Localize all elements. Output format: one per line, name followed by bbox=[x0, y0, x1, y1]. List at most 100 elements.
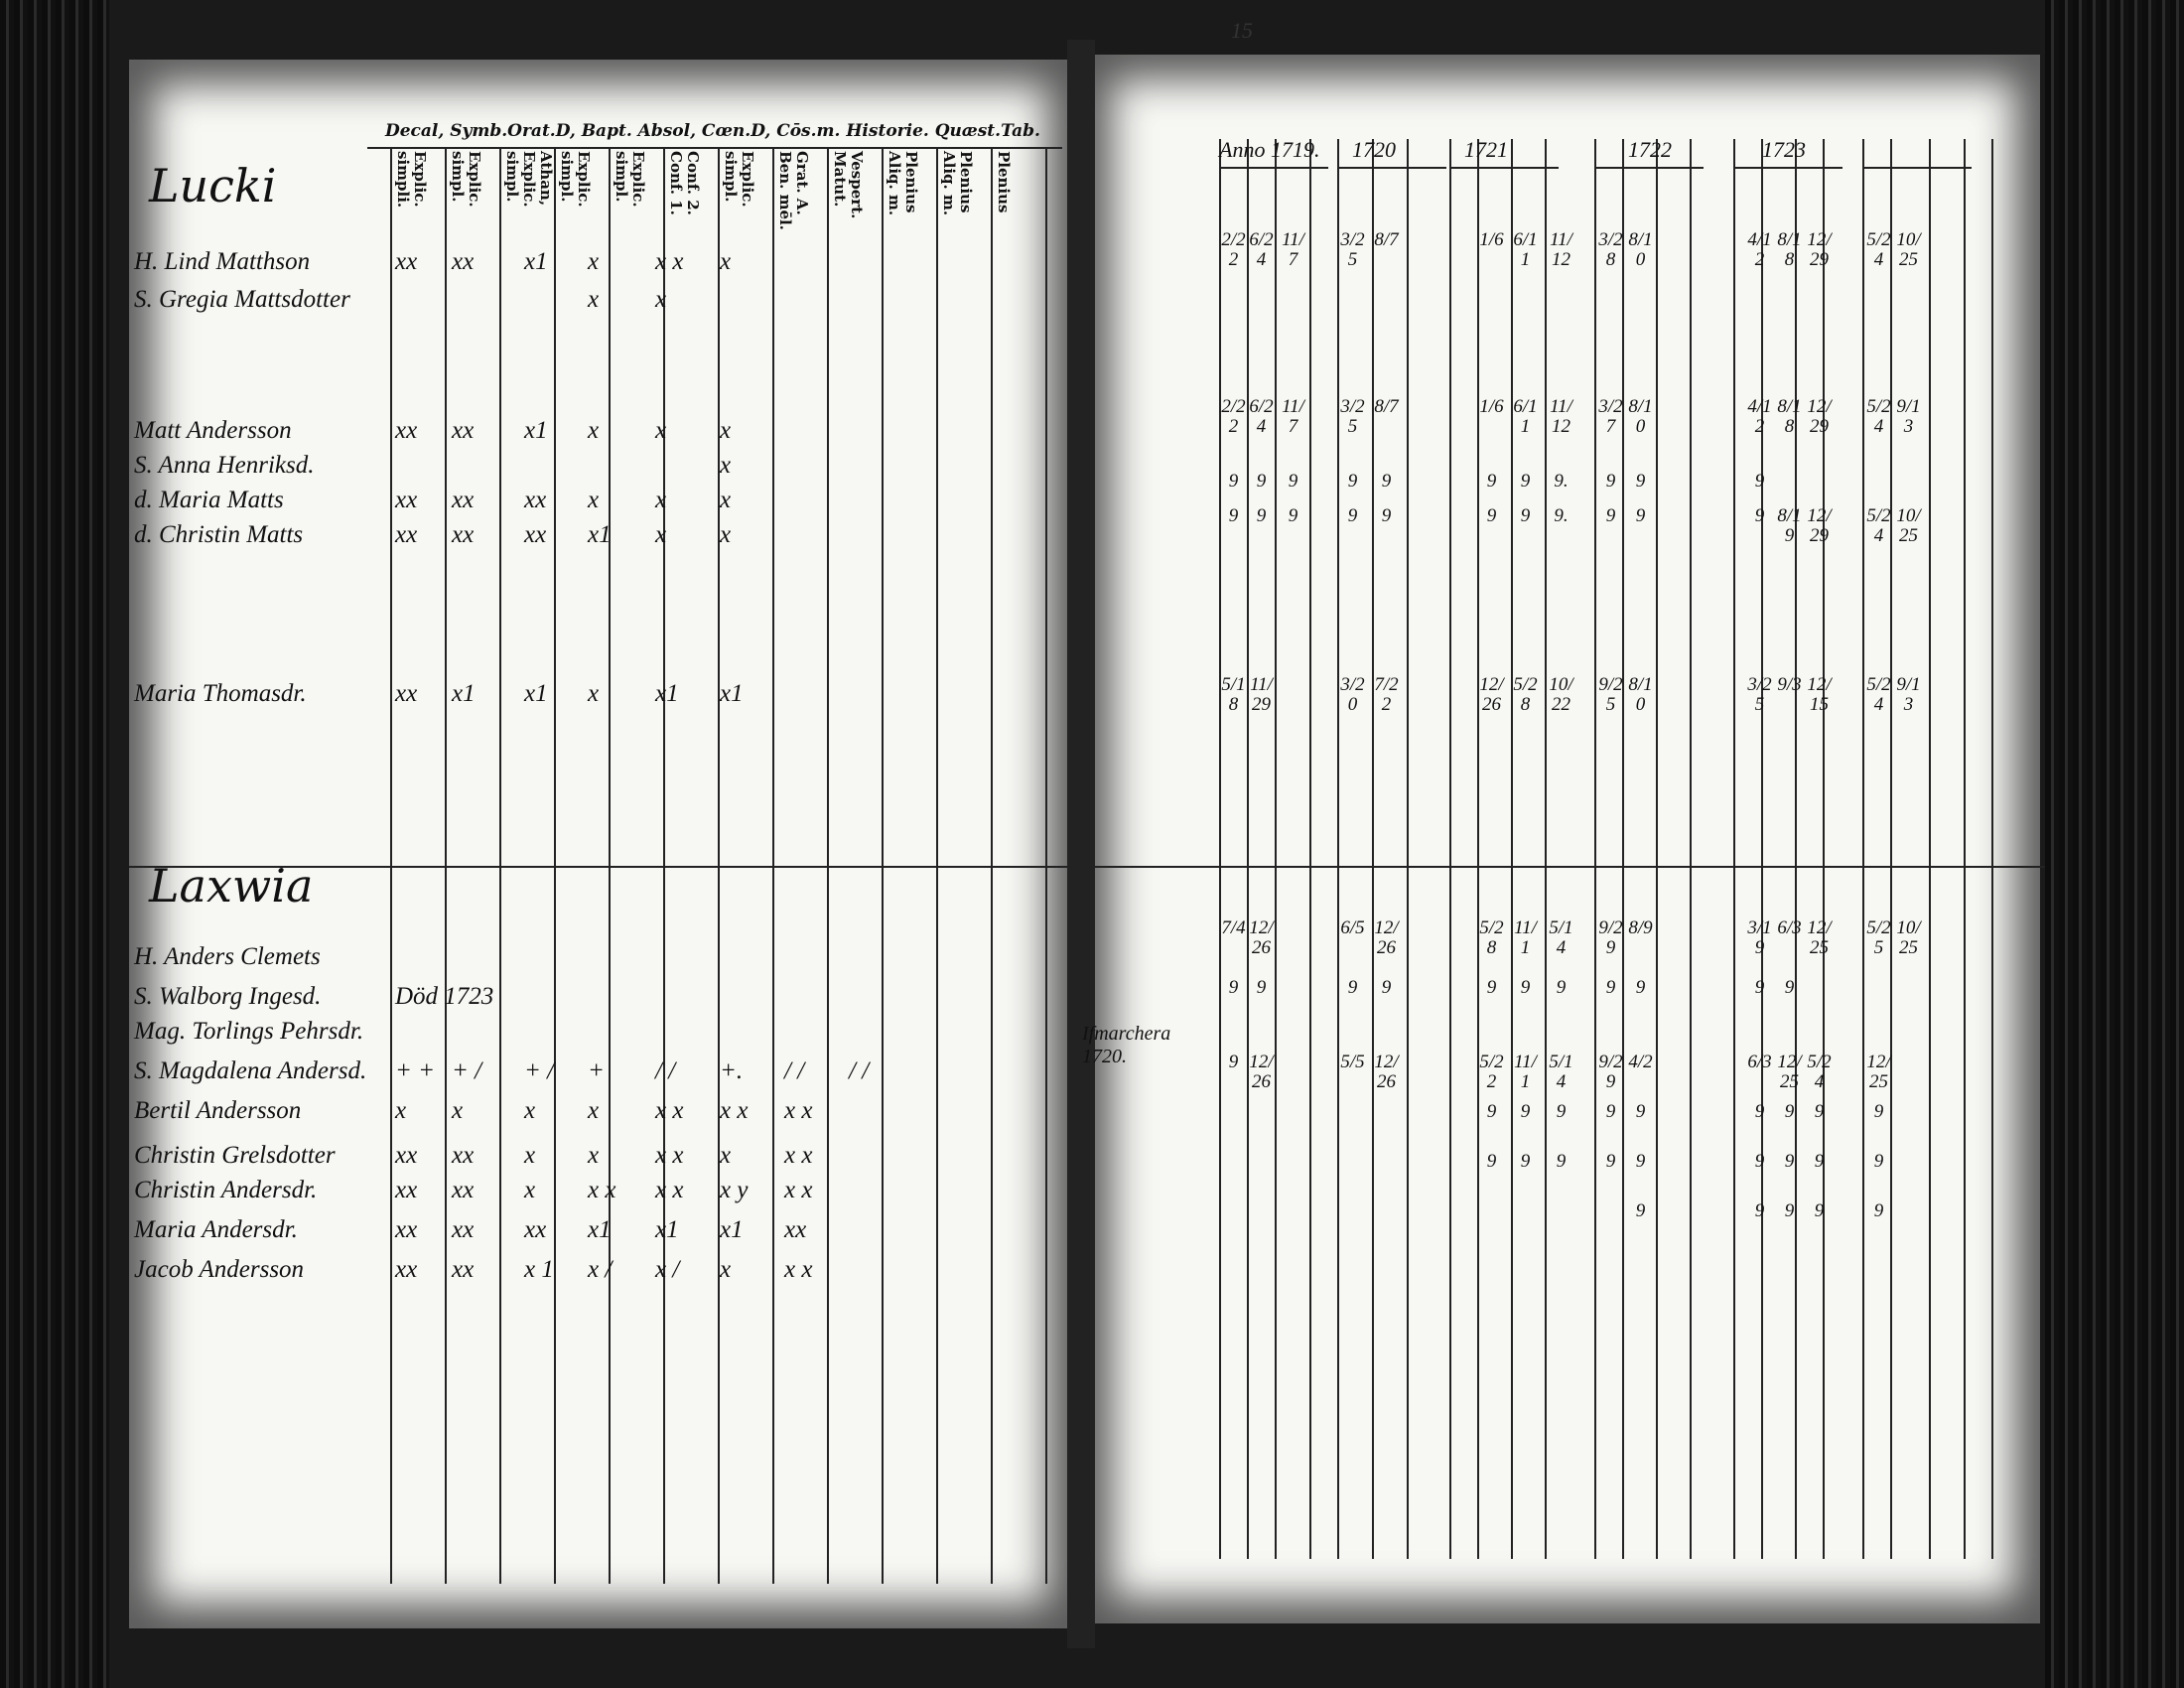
communion-date: 9 bbox=[1347, 977, 1358, 998]
communion-date: 4/12 bbox=[1747, 229, 1772, 270]
communion-date: 5/18 bbox=[1221, 674, 1246, 715]
communion-date: 9 bbox=[1635, 1101, 1646, 1122]
catechism-mark: Död 1723 bbox=[395, 983, 494, 1010]
communion-date: 1/6 bbox=[1479, 229, 1504, 250]
catechism-mark: x bbox=[720, 1142, 732, 1169]
year-rule bbox=[1219, 167, 1328, 169]
column-header: Explic. simpli. bbox=[394, 151, 429, 209]
communion-date: 9. bbox=[1554, 471, 1569, 492]
communion-date: 2/22 bbox=[1221, 229, 1246, 270]
person-name: H. Anders Clemets bbox=[134, 943, 321, 970]
year-rule bbox=[1337, 167, 1446, 169]
catechism-mark: xx bbox=[452, 1256, 475, 1283]
communion-date: 9 bbox=[1556, 977, 1567, 998]
communion-date: 9 bbox=[1486, 977, 1497, 998]
catechism-mark: x bbox=[588, 417, 600, 444]
communion-date: 9 bbox=[1381, 977, 1392, 998]
communion-date: 5/28 bbox=[1479, 917, 1504, 958]
column-header: Plenius Aliq. m. bbox=[886, 151, 920, 216]
communion-date: 9/3 bbox=[1777, 674, 1802, 695]
communion-date: 5/22 bbox=[1479, 1052, 1504, 1092]
communion-date: 9/25 bbox=[1598, 674, 1623, 715]
communion-date: 9 bbox=[1784, 1151, 1795, 1172]
catechism-mark: x bbox=[720, 452, 732, 479]
communion-date: 9 bbox=[1556, 1101, 1567, 1122]
person-name: d. Maria Matts bbox=[134, 487, 284, 513]
column-rule bbox=[1511, 139, 1513, 1559]
communion-date: 9 bbox=[1256, 471, 1267, 492]
catechism-mark: x1 bbox=[524, 417, 548, 444]
catechism-mark: x x bbox=[655, 1142, 684, 1169]
column-rule bbox=[1823, 139, 1825, 1559]
section-title: Laxwia bbox=[149, 859, 314, 913]
column-rule bbox=[1690, 139, 1692, 1559]
person-name: Maria Andersdr. bbox=[134, 1216, 298, 1243]
column-rule bbox=[1219, 139, 1221, 1559]
communion-date: 2/22 bbox=[1221, 396, 1246, 437]
communion-date: 12/26 bbox=[1374, 1052, 1399, 1092]
communion-date: 9 bbox=[1754, 1151, 1765, 1172]
communion-date: 5/24 bbox=[1866, 505, 1891, 546]
communion-date: 9/29 bbox=[1598, 917, 1623, 958]
catechism-mark: x x bbox=[588, 1177, 616, 1203]
communion-date: 9 bbox=[1228, 505, 1239, 526]
year-rule bbox=[1733, 167, 1843, 169]
scan-border-left bbox=[0, 0, 109, 1688]
communion-date: 9 bbox=[1381, 505, 1392, 526]
communion-date: 9 bbox=[1605, 471, 1616, 492]
catechism-mark: xx bbox=[452, 521, 475, 548]
communion-date: 7/4 bbox=[1221, 917, 1246, 938]
year-rule bbox=[1862, 167, 1972, 169]
column-rule bbox=[1964, 139, 1966, 1559]
book-gutter bbox=[1067, 40, 1095, 1648]
catechism-mark: x y bbox=[720, 1177, 749, 1203]
catechism-mark: xx bbox=[395, 248, 418, 275]
column-header: Conf. 2. Conf. 1. bbox=[667, 151, 702, 215]
catechism-mark: x x bbox=[784, 1256, 813, 1283]
communion-date: 4/12 bbox=[1747, 396, 1772, 437]
column-rule bbox=[1761, 139, 1763, 1559]
communion-date: 9 bbox=[1486, 471, 1497, 492]
section-title: Lucki bbox=[149, 159, 277, 212]
communion-date: 8/10 bbox=[1628, 674, 1653, 715]
communion-date: 5/28 bbox=[1513, 674, 1538, 715]
communion-date: 9 bbox=[1256, 977, 1267, 998]
catechism-mark: x bbox=[720, 248, 732, 275]
column-rule bbox=[1622, 139, 1624, 1559]
communion-date: 12/26 bbox=[1249, 917, 1274, 958]
communion-date: 12/29 bbox=[1807, 229, 1832, 270]
catechism-mark: x / bbox=[655, 1256, 680, 1283]
communion-date: 9 bbox=[1814, 1101, 1825, 1122]
scan-border-right bbox=[2045, 0, 2184, 1688]
catechism-mark: x bbox=[588, 680, 600, 707]
catechism-mark: xx bbox=[452, 487, 475, 513]
catechism-mark: x1 bbox=[655, 680, 679, 707]
catechism-mark: x bbox=[588, 286, 600, 313]
communion-date: 9 bbox=[1635, 471, 1646, 492]
catechism-mark: x1 bbox=[452, 680, 476, 707]
communion-date: 9 bbox=[1754, 1200, 1765, 1221]
communion-date: 11/12 bbox=[1550, 229, 1572, 270]
catechism-mark: x1 bbox=[720, 1216, 744, 1243]
catechism-mark: x x bbox=[720, 1097, 749, 1124]
catechism-mark: xx bbox=[452, 1142, 475, 1169]
communion-date: 9 bbox=[1520, 471, 1531, 492]
communion-date: 9 bbox=[1873, 1101, 1884, 1122]
communion-date: 5/24 bbox=[1866, 396, 1891, 437]
column-rule bbox=[1862, 139, 1864, 1559]
catechism-mark: xx bbox=[395, 1142, 418, 1169]
communion-date: 12/25 bbox=[1807, 917, 1832, 958]
person-name: S. Walborg Ingesd. bbox=[134, 983, 322, 1010]
person-name: Mag. Torlings Pehrsdr. bbox=[134, 1018, 364, 1045]
person-name: Maria Thomasdr. bbox=[134, 680, 307, 707]
person-name: Christin Andersdr. bbox=[134, 1177, 318, 1203]
communion-date: 9 bbox=[1520, 977, 1531, 998]
communion-date: 9 bbox=[1486, 1151, 1497, 1172]
catechism-mark: x1 bbox=[588, 521, 612, 548]
communion-date: 6/3 bbox=[1777, 917, 1802, 938]
header-rule bbox=[367, 147, 1062, 149]
column-header: Explic. simpl. bbox=[613, 151, 647, 208]
communion-date: 9 bbox=[1486, 505, 1497, 526]
communion-date: 9. bbox=[1554, 505, 1569, 526]
catechism-mark: +. bbox=[720, 1057, 744, 1084]
